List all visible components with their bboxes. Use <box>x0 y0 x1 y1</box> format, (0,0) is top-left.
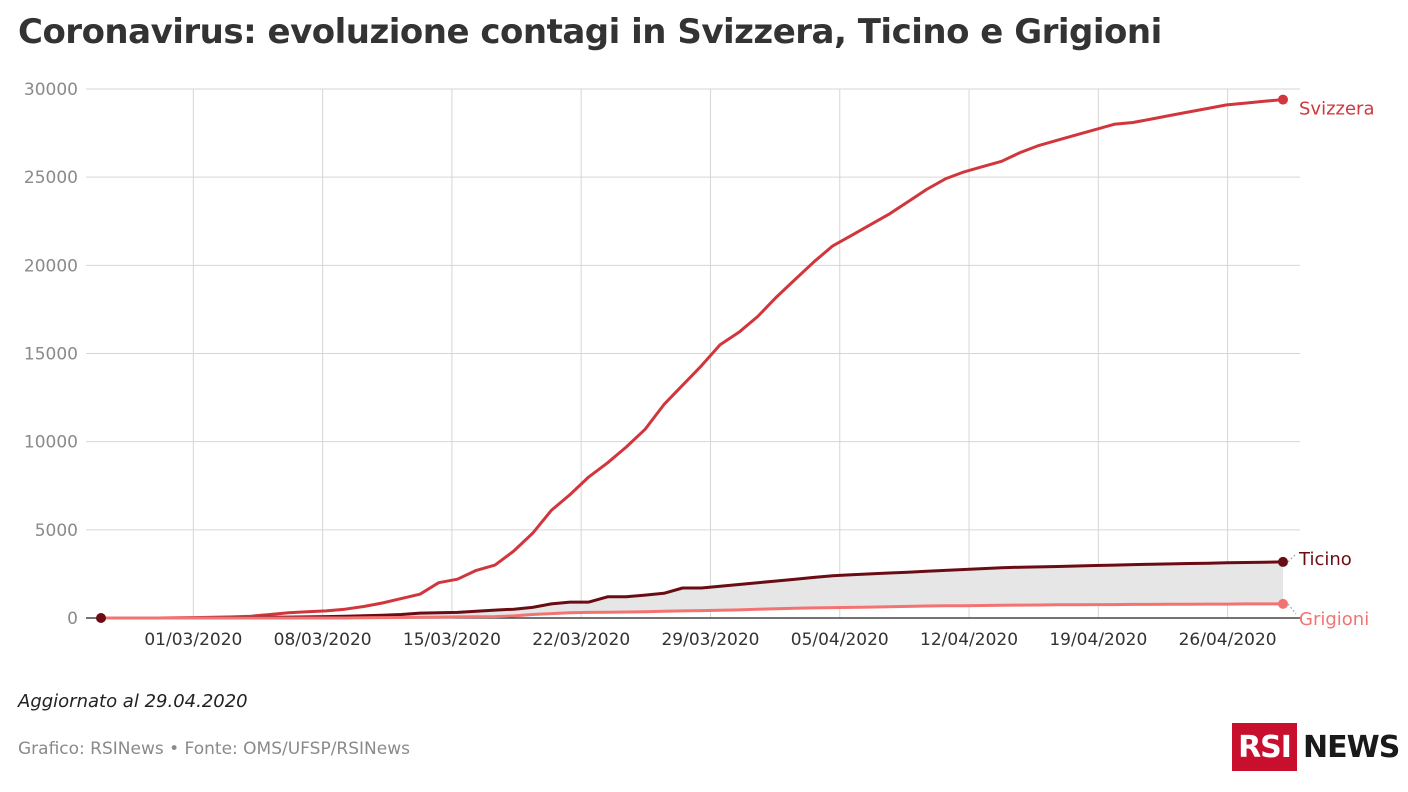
x-tick-label: 05/04/2020 <box>791 630 889 650</box>
series-line-svizzera <box>101 98 1284 620</box>
series-end-point <box>1278 94 1288 105</box>
y-tick-label: 0 <box>67 609 78 629</box>
y-tick-label: 5000 <box>35 521 78 541</box>
x-tick-label: 29/03/2020 <box>661 630 759 650</box>
x-tick-label: 15/03/2020 <box>403 630 501 650</box>
source-credit: Grafico: RSINews • Fonte: OMS/UFSP/RSINe… <box>18 739 410 759</box>
update-note: Aggiornato al 29.04.2020 <box>18 691 248 712</box>
series-lines <box>96 94 1288 623</box>
x-tick-label: 26/04/2020 <box>1179 630 1277 650</box>
series-end-point <box>1278 556 1288 567</box>
x-tick-label: 22/03/2020 <box>532 630 630 650</box>
series-label-grigioni: Grigioni <box>1299 609 1369 630</box>
chart-title: Coronavirus: evoluzione contagi in Svizz… <box>18 12 1162 52</box>
rsi-news-logo: RSI NEWS <box>1232 723 1400 771</box>
y-tick-label: 15000 <box>24 345 78 365</box>
grid-lines <box>86 88 1300 618</box>
x-tick-label: 19/04/2020 <box>1049 630 1147 650</box>
x-tick-label: 01/03/2020 <box>144 630 242 650</box>
series-start-point <box>96 613 106 623</box>
series-label-ticino: Ticino <box>1298 549 1352 570</box>
x-tick-label: 12/04/2020 <box>920 630 1018 650</box>
label-connector <box>1287 553 1297 563</box>
y-tick-label: 30000 <box>24 80 78 100</box>
logo-news: NEWS <box>1303 729 1400 765</box>
y-tick-label: 10000 <box>24 433 78 453</box>
series-line-grigioni <box>101 602 1283 620</box>
series-end-point <box>1278 598 1288 609</box>
x-tick-label: 08/03/2020 <box>274 630 372 650</box>
logo-rsi: RSI <box>1232 723 1297 771</box>
axes: 0 5000 10000 15000 20000 25000 30000 01/03/2020… <box>24 80 1300 650</box>
series-label-svizzera: Svizzera <box>1299 99 1374 120</box>
label-connector <box>1287 603 1297 615</box>
y-tick-label: 20000 <box>24 256 78 276</box>
series-labels: Svizzera Ticino Grigioni <box>1287 99 1374 630</box>
line-chart: 0 5000 10000 15000 20000 25000 30000 01/03/2020… <box>24 80 1375 650</box>
y-tick-label: 25000 <box>24 168 78 188</box>
